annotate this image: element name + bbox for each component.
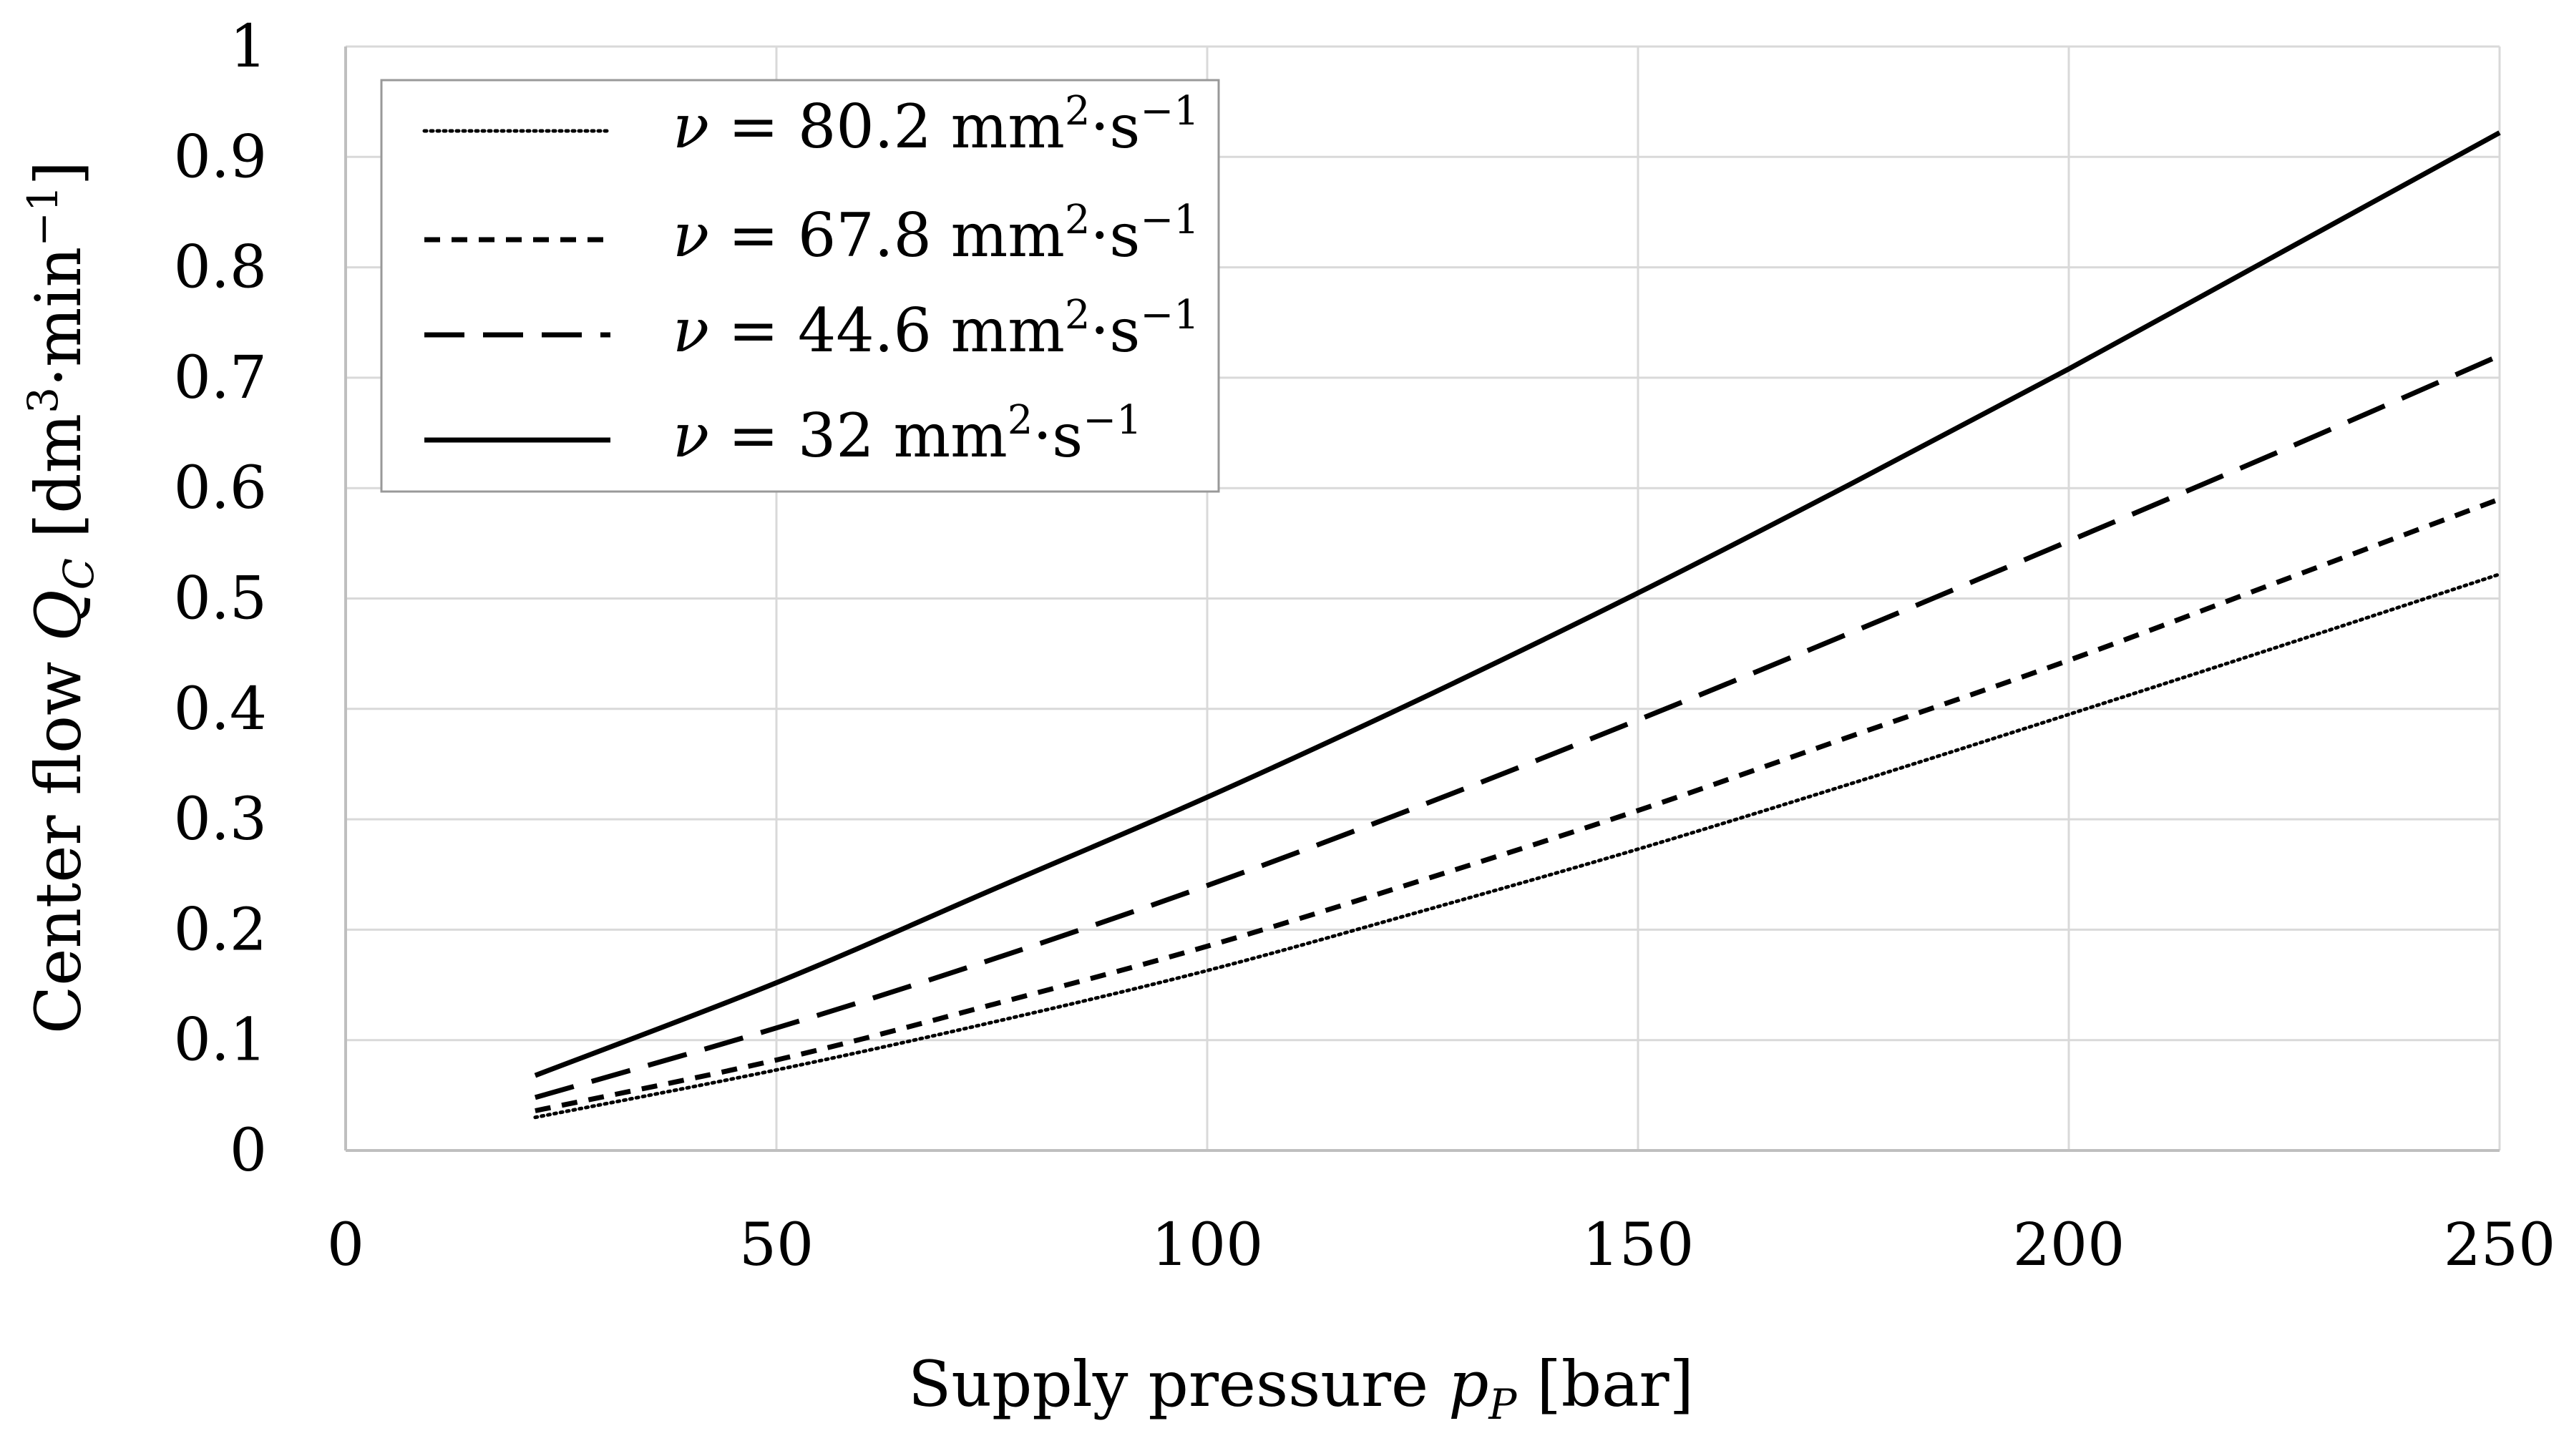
y-tick-label: 1 bbox=[230, 13, 267, 81]
legend: ν = 80.2 mm2·s−1 ν = 67.8 mm2·s−1 ν = 44.6… bbox=[380, 79, 1220, 493]
y-tick-label: 0 bbox=[230, 1117, 267, 1185]
x-tick-label: 150 bbox=[1582, 1211, 1695, 1279]
legend-box bbox=[380, 79, 1220, 493]
y-tick-label: 0.2 bbox=[174, 896, 267, 964]
y-tick-label: 0.9 bbox=[174, 123, 267, 191]
x-tick-label: 250 bbox=[2444, 1211, 2556, 1279]
legend-label-4: ν = 32 mm2·s−1 bbox=[673, 397, 1142, 471]
series-line-3 bbox=[534, 353, 2501, 1100]
tick-labels: 0 0.1 0.2 0.3 0.4 0.5 0.6 0.7 0.8 0.9 1 0 50 100 150 20… bbox=[174, 13, 2556, 1279]
x-tick-label: 0 bbox=[327, 1211, 364, 1279]
legend-label-1: ν = 80.2 mm2·s−1 bbox=[673, 88, 1199, 162]
y-tick-label: 0.4 bbox=[174, 675, 267, 743]
y-tick-label: 0.5 bbox=[174, 565, 267, 633]
series-line-4 bbox=[534, 130, 2501, 1078]
y-tick-label: 0.1 bbox=[174, 1007, 267, 1075]
y-tick-label: 0.7 bbox=[174, 344, 267, 412]
x-axis-title: Supply pressure pP [bar] bbox=[908, 1347, 1694, 1429]
x-tick-label: 200 bbox=[2013, 1211, 2125, 1279]
x-tick-label: 100 bbox=[1151, 1211, 1264, 1279]
axes bbox=[344, 47, 2500, 1152]
y-axis-title: Center flow QC [dm3·min−1] bbox=[19, 161, 103, 1034]
x-tick-label: 50 bbox=[739, 1211, 814, 1279]
data-series bbox=[533, 130, 2502, 1120]
y-tick-label: 0.8 bbox=[174, 234, 267, 302]
y-tick-label: 0.6 bbox=[174, 454, 267, 522]
series-line-1 bbox=[533, 572, 2502, 1120]
legend-label-3: ν = 44.6 mm2·s−1 bbox=[673, 292, 1199, 366]
legend-label-2: ν = 67.8 mm2·s−1 bbox=[673, 197, 1199, 270]
y-tick-label: 0.3 bbox=[174, 786, 267, 854]
legend-items: ν = 80.2 mm2·s−1 ν = 67.8 mm2·s−1 ν = 44.6… bbox=[422, 88, 1199, 471]
